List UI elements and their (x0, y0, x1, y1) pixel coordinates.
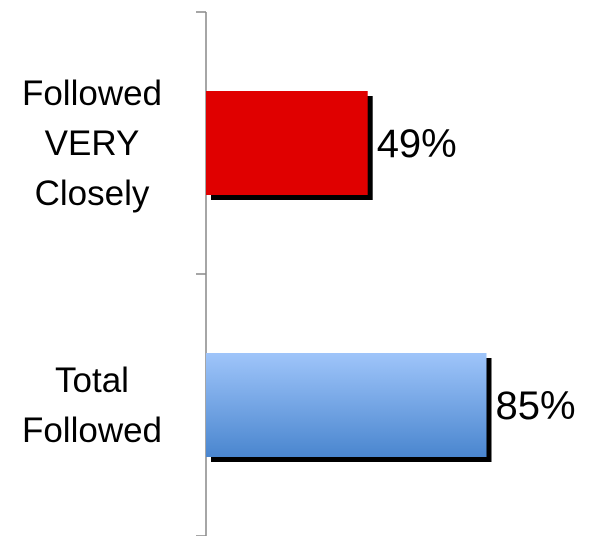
bar-2 (206, 353, 487, 457)
category-label-line: Followed (22, 74, 162, 113)
value-label-2: 85% (496, 384, 576, 428)
axis-layer (196, 11, 207, 536)
value-label-1: 49% (377, 122, 457, 166)
bar-1 (206, 91, 368, 195)
bars-layer (206, 91, 492, 462)
category-label-line: Followed (22, 411, 162, 450)
category-label-2: Total Followed (22, 361, 162, 450)
category-label-line: Total (55, 361, 129, 400)
category-label-line: Closely (35, 174, 150, 213)
category-label-1: Followed VERY Closely (22, 74, 162, 213)
category-label-line: VERY (45, 124, 140, 163)
labels-layer: 49% Followed VERY Closely 85% Total Followed (22, 74, 576, 450)
